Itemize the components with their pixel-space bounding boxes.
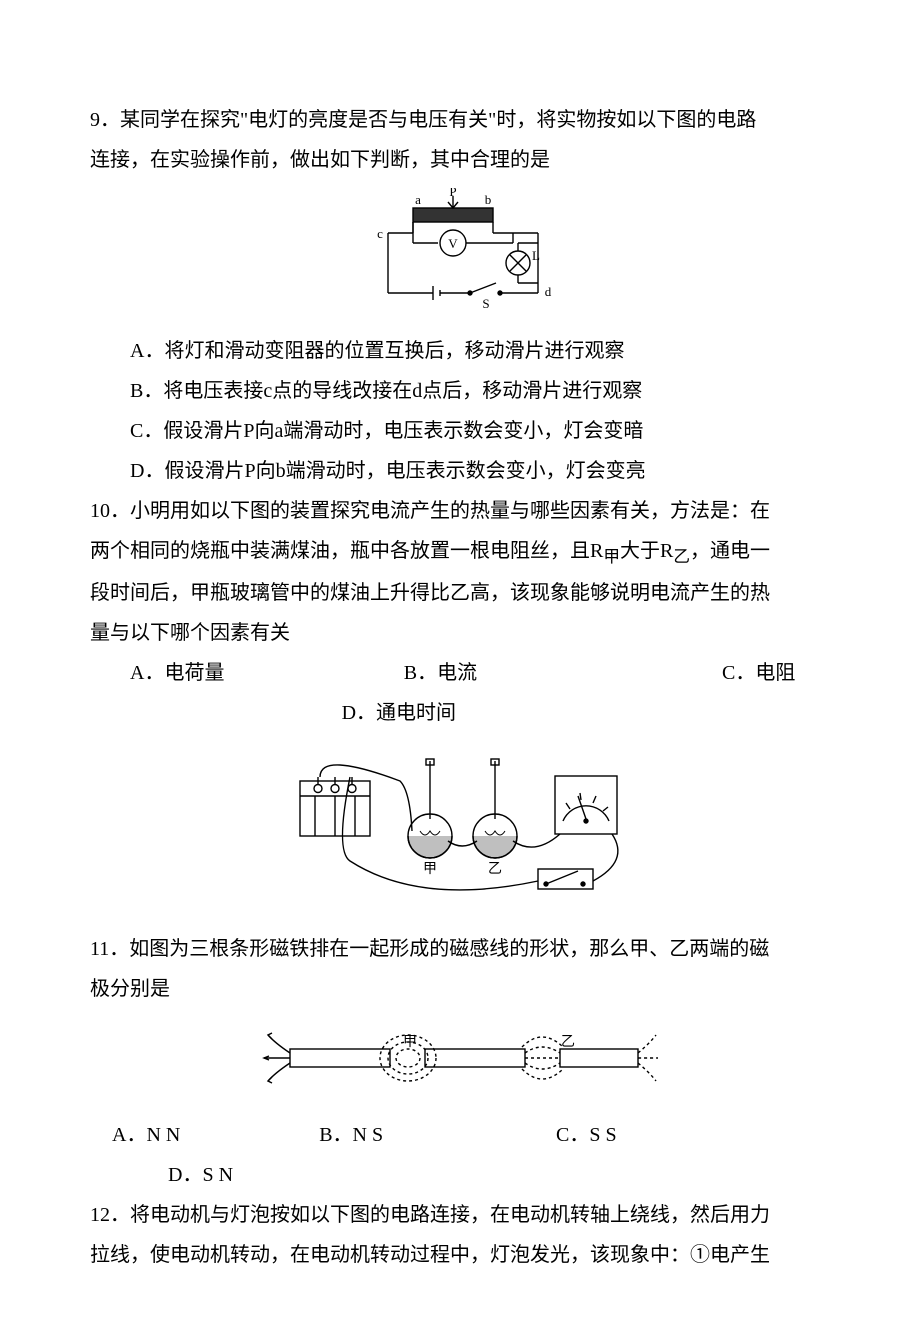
q9-optB: B．将电压表接c点的导线改接在d点后，移动滑片进行观察 (90, 371, 830, 411)
q11-stem-line1: 11．如图为三根条形磁铁排在一起形成的磁感线的形状，那么甲、乙两端的磁 (90, 929, 830, 969)
q10-stem-line4: 量与以下哪个因素有关 (90, 613, 830, 653)
q11-stem-line2: 极分别是 (90, 969, 830, 1009)
q10-l2-mid: 大于R (620, 540, 673, 562)
q11-fig-yi: 乙 (561, 1034, 575, 1050)
q10-opts-row1: A．电荷量 B．电流 C．电阻 (90, 653, 830, 693)
q10-l2-end: ，通电一 (690, 540, 770, 562)
q9-fig-c: c (377, 226, 383, 241)
q10-sub-jia: 甲 (603, 547, 620, 566)
q10-stem-line3: 段时间后，甲瓶玻璃管中的煤油上升得比乙高，该现象能够说明电流产生的热 (90, 573, 830, 613)
q11-optC: C．S S (556, 1115, 852, 1155)
q10-l2-a: 两个相同的烧瓶中装满煤油，瓶中各放置一根电阻丝，且R (90, 540, 603, 562)
q9-figure: P a b S c d V L (90, 188, 830, 327)
q12-stem-line2: 拉线，使电动机转动，在电动机转动过程中，灯泡发光，该现象中：①电产生 (90, 1235, 830, 1275)
q9-stem-line2: 连接，在实验操作前，做出如下判断，其中合理的是 (90, 140, 830, 180)
q11-opts-row2: D．S N (90, 1155, 830, 1195)
q10-stem-line2: 两个相同的烧瓶中装满煤油，瓶中各放置一根电阻丝，且R甲大于R乙，通电一 (90, 531, 830, 573)
q9-optA: A．将灯和滑动变阻器的位置互换后，移动滑片进行观察 (90, 331, 830, 371)
q10-opts-row2: D．通电时间 (90, 693, 920, 733)
q10-optB: B．电流 (404, 653, 722, 693)
q10-figure: 甲 乙 (90, 741, 830, 925)
q9-fig-V: V (448, 236, 458, 251)
q11-figure: 甲 乙 (90, 1017, 830, 1111)
q9-fig-b: b (484, 192, 491, 207)
q9-fig-P: P (449, 188, 456, 199)
q10-sub-yi: 乙 (673, 547, 690, 566)
q10-fig-yi: 乙 (488, 861, 502, 877)
q9-stem-line1: 9．某同学在探究"电灯的亮度是否与电压有关"时，将实物按如以下图的电路 (90, 100, 830, 140)
q12-stem-line1: 12．将电动机与灯泡按如以下图的电路连接，在电动机转轴上绕线，然后用力 (90, 1195, 830, 1235)
q11-optA: A．N N (90, 1115, 319, 1155)
q10-optC: C．电阻 (722, 653, 870, 693)
q11-optB: B．N S (319, 1115, 556, 1155)
q9-optD: D．假设滑片P向b端滑动时，电压表示数会变小，灯会变亮 (90, 451, 830, 491)
q11-fig-jia: 甲 (403, 1035, 417, 1050)
q11-opts-row1: A．N N B．N S C．S S (90, 1115, 830, 1155)
q9-fig-d: d (544, 284, 551, 299)
q10-fig-jia: 甲 (423, 862, 437, 877)
q9-fig-L: L (532, 248, 540, 263)
q9-optC: C．假设滑片P向a端滑动时，电压表示数会变小，灯会变暗 (90, 411, 830, 451)
q9-fig-a: a (415, 192, 421, 207)
q10-optD: D．通电时间 (342, 693, 456, 733)
q9-fig-S: S (482, 296, 489, 311)
q10-optA: A．电荷量 (90, 653, 404, 693)
q11-optD: D．S N (90, 1155, 233, 1195)
q10-stem-line1: 10．小明用如以下图的装置探究电流产生的热量与哪些因素有关，方法是：在 (90, 491, 830, 531)
